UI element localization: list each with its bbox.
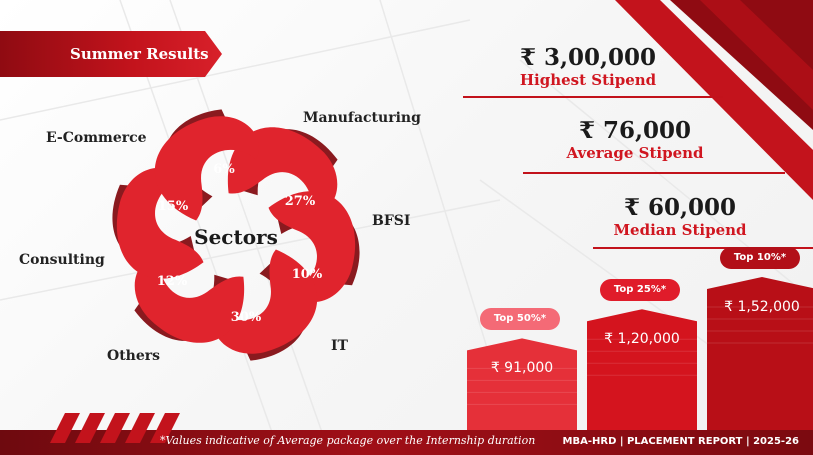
sector-value-label: 30% xyxy=(231,310,262,325)
bar-value-label: ₹ 1,20,000 xyxy=(604,331,680,348)
sector-value-label: 12% xyxy=(157,274,188,289)
sector-label-bfsi: BFSI xyxy=(372,213,411,229)
bar-category-pill: Top 10%* xyxy=(720,247,800,269)
bar-value-label: ₹ 91,000 xyxy=(490,360,554,377)
chart-center-title: Sectors xyxy=(194,225,278,249)
sector-value-label: 6% xyxy=(213,162,235,177)
sector-value-label: 27% xyxy=(285,194,316,209)
stat-value: ₹ 76,000 xyxy=(578,117,692,144)
section-title: Summer Results xyxy=(70,45,209,63)
sector-label-manufacturing: Manufacturing xyxy=(303,110,421,126)
divider xyxy=(463,96,723,98)
stat-label: Highest Stipend xyxy=(519,71,657,89)
sector-label-others: Others xyxy=(107,348,161,364)
footnote: *Values indicative of Average package ov… xyxy=(160,434,536,447)
bar-value-label: ₹ 1,52,000 xyxy=(724,299,800,315)
sector-ribbon xyxy=(268,191,356,303)
stipend-bar xyxy=(467,338,577,430)
stat-label: Average Stipend xyxy=(566,144,704,162)
footer-stripes xyxy=(50,413,180,443)
divider xyxy=(523,172,785,174)
stat-label: Median Stipend xyxy=(613,221,747,239)
sector-ribbon xyxy=(116,167,204,279)
report-title: MBA-HRD | PLACEMENT REPORT | 2025-26 xyxy=(562,436,799,447)
stat-median: ₹ 60,000 Median Stipend xyxy=(555,194,805,239)
sector-label-it: IT xyxy=(331,338,348,354)
sector-ribbon xyxy=(154,116,259,221)
bar-category-pill: Top 50%* xyxy=(480,308,560,331)
stipend-bar xyxy=(587,309,697,430)
stat-value: ₹ 60,000 xyxy=(623,194,737,221)
stat-highest: ₹ 3,00,000 Highest Stipend xyxy=(463,44,713,89)
stat-average: ₹ 76,000 Average Stipend xyxy=(515,117,755,162)
stipend-bar xyxy=(707,277,813,430)
sector-value-label: 10% xyxy=(292,267,323,282)
bar-category-pill: Top 25%* xyxy=(600,279,680,302)
sector-ribbon xyxy=(213,249,318,354)
divider xyxy=(593,247,813,249)
sector-label-ecommerce: E-Commerce xyxy=(46,130,147,146)
sector-label-consulting: Consulting xyxy=(19,252,105,268)
sector-value-label: 15% xyxy=(158,199,189,214)
stat-value: ₹ 3,00,000 xyxy=(519,44,657,71)
section-banner xyxy=(0,31,222,77)
